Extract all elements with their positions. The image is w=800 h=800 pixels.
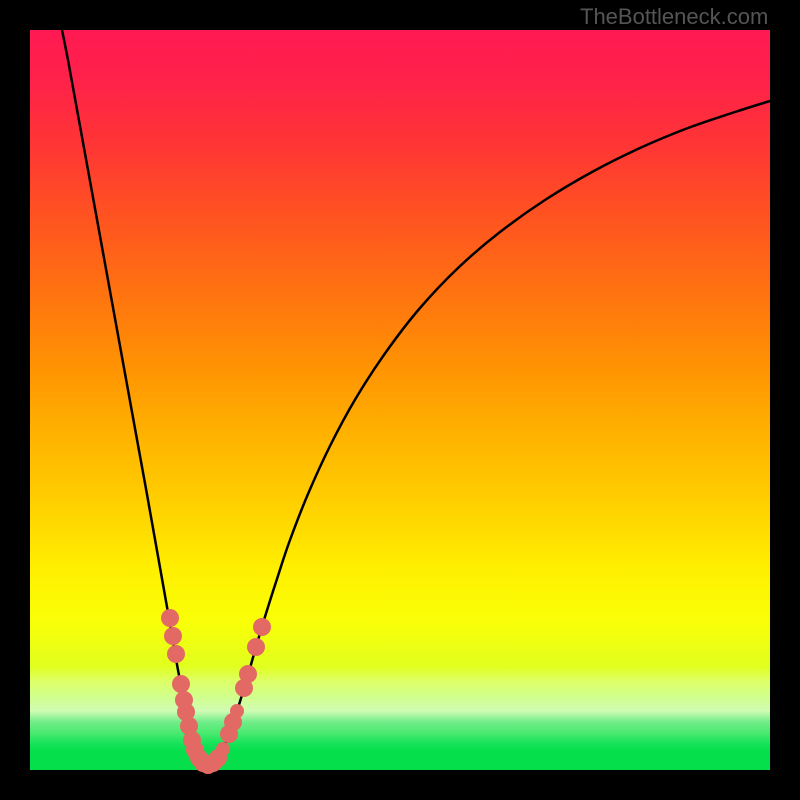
curves-layer — [0, 0, 800, 800]
data-marker — [167, 645, 185, 663]
data-marker — [164, 627, 182, 645]
data-marker — [230, 704, 244, 718]
chart-container: TheBottleneck.com — [0, 0, 800, 800]
data-marker — [216, 742, 230, 756]
data-marker — [253, 618, 271, 636]
curve-right — [208, 101, 770, 765]
data-marker — [247, 638, 265, 656]
data-marker — [161, 609, 179, 627]
curve-left — [62, 30, 208, 765]
data-marker — [239, 665, 257, 683]
data-marker — [174, 679, 188, 693]
watermark-text: TheBottleneck.com — [580, 4, 768, 30]
